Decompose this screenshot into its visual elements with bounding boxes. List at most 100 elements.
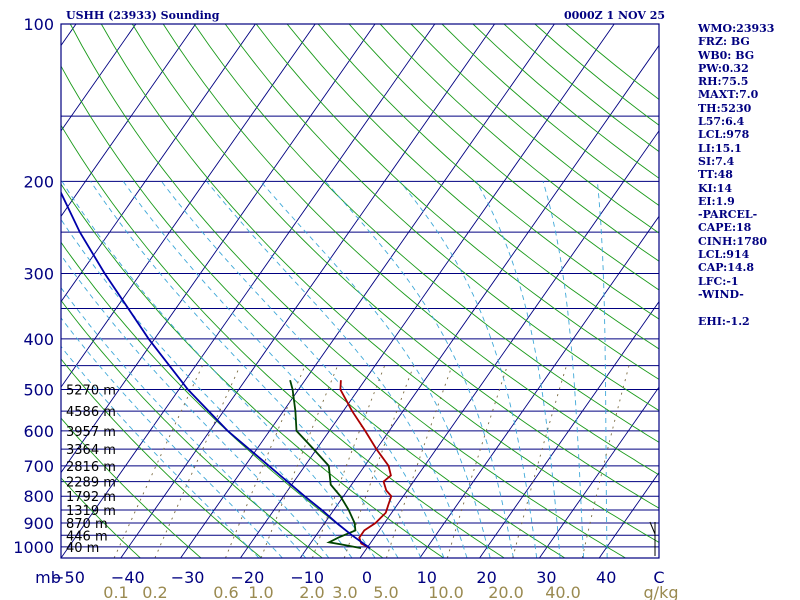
temperature-tick-label: −20 <box>231 568 265 587</box>
dry-adiabat <box>61 124 505 558</box>
isotherm-line <box>61 24 256 303</box>
temperature-tick-label: −30 <box>171 568 205 587</box>
height-label: 3364 m <box>66 443 116 458</box>
height-label: 1792 m <box>66 490 116 505</box>
dry-adiabat <box>193 24 659 443</box>
isotherm-line <box>419 215 659 558</box>
indices-panel: WMO:23933 FRZ: BG WB0: BG PW:0.32 RH:75.5 MAX… <box>698 22 798 328</box>
dry-adiabat <box>69 24 626 558</box>
moist-adiabat <box>61 345 260 558</box>
moist-adiabat <box>325 181 514 558</box>
temperature-tick-label: −10 <box>290 568 324 587</box>
temperature-tick-label: 10 <box>417 568 437 587</box>
dry-adiabat <box>255 24 659 380</box>
moist-adiabat <box>260 181 491 558</box>
temperature-tick-label: −40 <box>111 568 145 587</box>
index-line: -WIND- <box>698 287 744 301</box>
dry-adiabat <box>61 358 262 558</box>
index-line: CAP:14.8 <box>698 261 755 275</box>
height-label: 1319 m <box>66 504 116 519</box>
temperature-tick-label: 20 <box>476 568 496 587</box>
moist-adiabat <box>90 181 399 558</box>
moist-adiabat <box>61 254 330 558</box>
grid-lines <box>0 24 659 558</box>
index-line: L57:6.4 <box>698 115 745 129</box>
height-label: 3957 m <box>66 425 116 440</box>
dry-adiabat <box>61 477 141 558</box>
pressure-tick-label: 900 <box>23 514 54 533</box>
moist-adiabat <box>61 218 353 558</box>
pressure-tick-label: 300 <box>23 264 54 283</box>
dry-adiabat <box>162 24 659 476</box>
index-line: LI:15.1 <box>698 141 742 155</box>
height-label: 5270 m <box>66 384 116 399</box>
dry-adiabat <box>100 24 659 543</box>
plot-frame <box>60 23 660 559</box>
temperature-tick-label: 0 <box>362 568 372 587</box>
index-line <box>698 301 798 314</box>
isotherm-line <box>61 24 436 558</box>
dry-adiabat <box>317 24 659 320</box>
index-line: MAXT:7.0 <box>698 88 759 102</box>
pressure-tick-label: 800 <box>23 487 54 506</box>
mixing-ratio-tick-label: 3.0 <box>332 583 357 600</box>
isotherm-line <box>0 24 16 558</box>
mixing-ratio-line <box>446 365 508 558</box>
isotherm-line <box>61 24 77 47</box>
moist-adiabat <box>61 317 283 558</box>
index-line: WMO:23933 <box>698 22 775 35</box>
mixing-ratio-tick-label: 10.0 <box>428 583 464 600</box>
dry-adiabat <box>224 24 659 412</box>
index-line: KI:14 <box>698 181 733 195</box>
mixing-ratio-tick-label: 40.0 <box>545 583 581 600</box>
trace-parcel <box>61 190 371 549</box>
dry-adiabat <box>348 24 659 291</box>
temperature-tick-label: 40 <box>596 568 616 587</box>
moist-adiabat <box>399 181 538 558</box>
height-label: 2289 m <box>66 476 116 491</box>
mixing-ratio-tick-label: 0.6 <box>213 583 238 600</box>
index-line: EHI:-1.2 <box>698 314 750 328</box>
mixing-ratio-line <box>113 365 203 558</box>
dry-adiabat <box>61 241 384 558</box>
isotherm-line <box>359 130 659 558</box>
pressure-tick-label: 200 <box>23 172 54 191</box>
isotherm-line <box>479 300 659 558</box>
mixing-ratio-line <box>343 365 415 558</box>
dry-adiabat <box>286 24 659 350</box>
temperature-tick-label: 30 <box>536 568 556 587</box>
mixing-ratio-line <box>385 365 453 558</box>
mixing-ratio-tick-label: 0.2 <box>142 583 167 600</box>
index-line: TH:5230 <box>698 101 752 115</box>
dry-adiabat <box>61 417 202 558</box>
moist-adiabat <box>596 181 608 558</box>
index-line: FRZ: BG <box>698 35 750 49</box>
isotherm-line <box>240 24 615 558</box>
mixing-ratio-tick-label: 5.0 <box>373 583 398 600</box>
trace-temperature <box>339 380 393 549</box>
temperature-tick-label: −50 <box>51 568 85 587</box>
y-axis-unit: mb <box>35 568 61 587</box>
pressure-tick-label: 700 <box>23 457 54 476</box>
isotherm-line <box>61 24 376 474</box>
mixing-ratio-line <box>512 365 567 558</box>
height-label: 40 m <box>66 541 99 556</box>
index-line: RH:75.5 <box>698 75 749 89</box>
mixing-ratio-tick-label: 1.0 <box>248 583 273 600</box>
moist-adiabat <box>161 181 445 558</box>
index-line: CINH:1780 <box>698 234 768 248</box>
index-line: LCL:914 <box>698 248 750 262</box>
pressure-tick-label: 100 <box>23 15 54 34</box>
dry-adiabat <box>61 183 444 558</box>
dry-adiabat <box>61 299 323 558</box>
dry-adiabat <box>61 65 566 558</box>
index-line: EI:1.9 <box>698 194 735 208</box>
isotherm-line <box>61 24 196 218</box>
moist-adiabat <box>122 181 422 558</box>
mixing-ratio-tick-label: 20.0 <box>488 583 524 600</box>
index-line: -PARCEL- <box>698 208 758 222</box>
moist-adiabat <box>61 287 307 558</box>
height-label: 4586 m <box>66 405 116 420</box>
